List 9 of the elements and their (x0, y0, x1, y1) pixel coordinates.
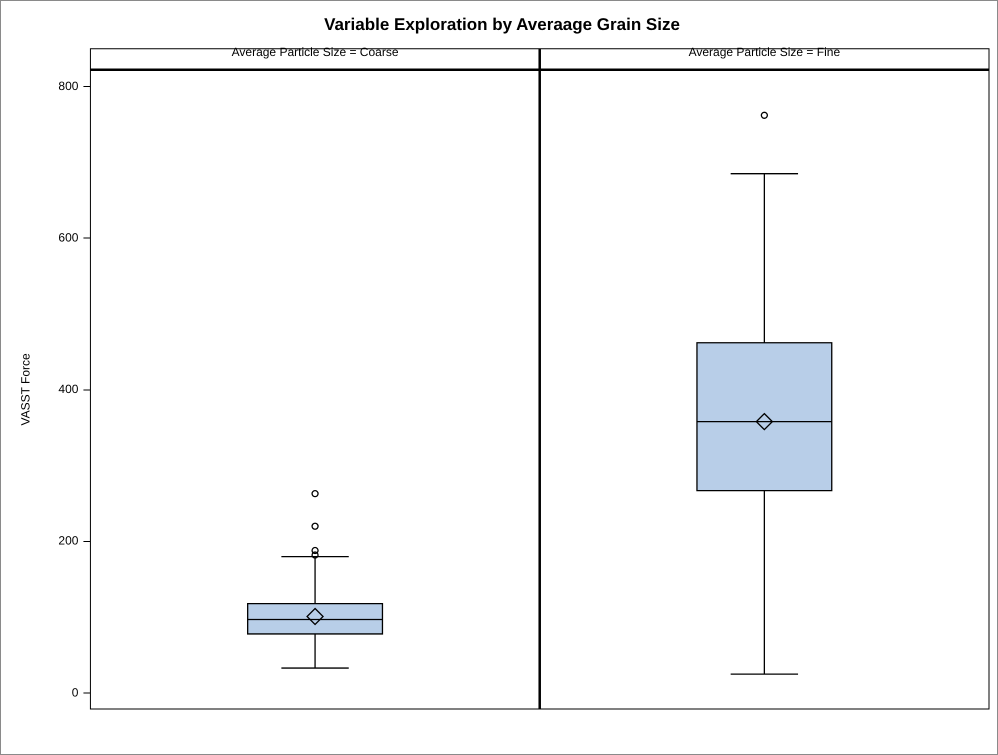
y-tick-label: 0 (72, 685, 79, 700)
y-tick-label: 200 (58, 534, 79, 548)
y-tick-label: 400 (58, 382, 79, 396)
x-tick-label: Average Particle Size = Fine (688, 44, 840, 59)
chart-title: Variable Exploration by Averaage Grain Size (324, 14, 680, 34)
y-tick-label: 600 (58, 230, 79, 244)
x-tick-label: Average Particle Size = Coarse (232, 44, 399, 59)
y-tick-label: 800 (58, 78, 79, 93)
y-axis-title: VASST Force (18, 352, 33, 426)
